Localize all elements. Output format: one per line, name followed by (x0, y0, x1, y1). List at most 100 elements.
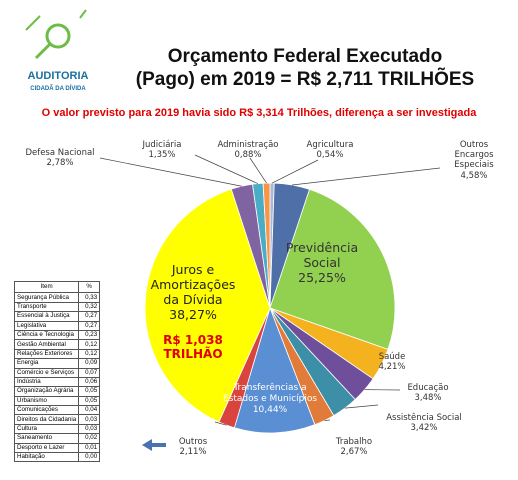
slice (144, 188, 271, 423)
table-cell: 0,12 (78, 348, 101, 360)
value-label: 3,42% (410, 423, 438, 434)
arrow (142, 439, 166, 451)
leader-line (324, 419, 331, 421)
value-label: 38,27% (169, 307, 217, 322)
leader-line (344, 404, 379, 409)
table-cell: Segurança Pública (13, 292, 80, 303)
category-name: Administração (217, 140, 279, 150)
slice-label: Defesa Nacional 2,78% (20, 148, 100, 168)
annotation: R$ 1,038 TRILHÃO (163, 333, 223, 362)
category-name: Saúde (378, 352, 406, 362)
table-cell: Urbanismo (13, 395, 80, 407)
table-cell: 0,23 (78, 329, 101, 341)
table-cell: Comércio e Serviços (13, 367, 80, 378)
table-row: Ciência e Tecnologia 0,23 (13, 329, 101, 341)
slice-label: Saúde 4,21% (372, 352, 412, 372)
table-cell: Comunicações (13, 405, 80, 416)
table-cell: 0,02 (78, 433, 101, 444)
table-cell: Legislativa (13, 320, 80, 331)
table-cell: 0,12 (78, 339, 101, 350)
table-row: Comércio e Serviços 0,07 (13, 367, 101, 378)
slice-label: Judiciária 1,35% (132, 140, 192, 160)
slice-label: Juros e Amortizações da Dívida 38,27% (143, 262, 243, 322)
chart-subtitle: O valor previsto para 2019 havia sido R$… (41, 107, 477, 119)
table-row: Relações Exteriores 0,12 (13, 348, 101, 360)
table-cell: 0,09 (78, 358, 101, 369)
table-cell: Indústria (13, 376, 80, 388)
table-row: Gestão Ambiental 0,12 (13, 339, 101, 350)
category-name: Defesa Nacional (25, 148, 95, 158)
value-label: 0,54% (316, 150, 344, 161)
table-row: Habitação 0,00 (13, 452, 101, 463)
table-cell: 0,04 (78, 405, 101, 416)
table-cell: Essencial à Justiça (13, 311, 80, 322)
pie (144, 182, 396, 434)
value-label: 4,58% (460, 170, 488, 181)
table-cell: Direitos da Cidadania (13, 414, 80, 425)
table-cell: Gestão Ambiental (13, 339, 80, 350)
logo-icon (25, 9, 87, 60)
value-label: 2,78% (46, 158, 74, 169)
table-row: Cultura 0,03 (13, 423, 101, 435)
table-cell: 0,33 (78, 292, 101, 303)
table-cell: Cultura (13, 423, 80, 435)
table-cell: Saneamento (13, 433, 80, 444)
table-row: Saneamento 0,02 (13, 433, 101, 444)
category-name: Agricultura (306, 140, 354, 150)
table-cell: 0,03 (78, 414, 101, 425)
table-row: Comunicações 0,04 (13, 405, 101, 416)
value-label: 25,25% (298, 270, 346, 285)
category-name: Educação (407, 383, 449, 393)
table-cell: 0,27 (78, 311, 101, 322)
chart-title: (Pago) em 2019 = R$ 2,711 TRILHÕES (135, 69, 475, 90)
slice-label: Educação 3,48% (403, 383, 453, 403)
table-row: Urbanismo 0,05 (13, 395, 101, 407)
slice-label: Outros Encargos Especiais 4,58% (439, 140, 509, 181)
table-cell: Transporte (13, 301, 80, 313)
value-label: 2,67% (340, 447, 368, 458)
table-cell: Energia (13, 358, 80, 369)
table-cell: 0,06 (78, 376, 101, 388)
table-row: Desporto e Lazer 0,01 (13, 442, 101, 454)
leader-line (249, 157, 267, 184)
category-name: Outros Encargos Especiais (454, 140, 494, 171)
category-name: Transferências a Estados e Municípios (222, 383, 318, 404)
slice (269, 188, 396, 350)
chart-title: Orçamento Federal Executado (167, 46, 443, 67)
table-row: Organização Agrária 0,05 (13, 386, 101, 397)
slice-label: Previdência Social 25,25% (277, 240, 367, 285)
value-label: 1,35% (148, 150, 176, 161)
table-cell: Relações Exteriores (13, 348, 80, 360)
table-cell: Desporto e Lazer (13, 442, 80, 454)
slice (233, 306, 316, 434)
slice-label: Outros 2,11% (173, 437, 213, 457)
table-row: Transporte 0,32 (13, 301, 101, 313)
category-name: Trabalho (335, 437, 373, 447)
logo-name: AUDITORIA (28, 70, 89, 82)
table-cell: 0,05 (78, 386, 101, 397)
table-cell: Organização Agrária (13, 386, 80, 397)
category-name: Assistência Social (386, 413, 462, 423)
slice-label: Administração 0,88% (208, 140, 288, 160)
table-header: Item% (13, 280, 101, 294)
category-name: Previdência Social (285, 240, 359, 270)
table-cell: 0,07 (78, 367, 101, 378)
category-name: Outros (178, 437, 208, 447)
value-label: 0,88% (234, 150, 262, 161)
table-row: Direitos da Cidadania 0,03 (13, 414, 101, 425)
category-name: Juros e Amortizações da Dívida (150, 262, 236, 307)
table-row: Energia 0,09 (13, 358, 101, 369)
leader-line (292, 167, 441, 186)
value-label: 2,11% (179, 447, 207, 458)
header-cell: % (78, 280, 101, 294)
leader-line (271, 159, 319, 184)
table-cell: Habitação (13, 452, 80, 463)
category-name: Judiciária (142, 140, 182, 150)
table-cell: 0,03 (78, 423, 101, 435)
table-row: Legislativa 0,27 (13, 320, 101, 331)
table-cell: 0,32 (78, 301, 101, 313)
leader-line (214, 421, 227, 426)
leader-line (99, 157, 242, 187)
